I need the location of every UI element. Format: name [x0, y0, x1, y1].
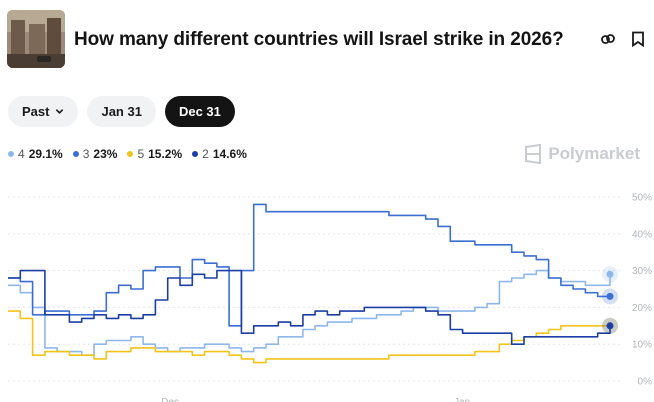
legend-dot [8, 151, 14, 157]
legend-value: 14.6% [212, 147, 247, 161]
y-tick-label: 0% [638, 377, 653, 388]
y-tick-label: 30% [632, 266, 652, 277]
series-line-2 [8, 269, 611, 345]
series-line-5 [8, 310, 610, 364]
probability-chart[interactable]: 50% 40% 30% 20% 10% 0% Dec Jan [0, 180, 654, 402]
filter-jan-31[interactable]: Jan 31 [87, 96, 156, 127]
legend-name: 4 [18, 147, 25, 161]
y-tick-label: 10% [632, 340, 652, 351]
legend-name: 5 [137, 147, 145, 161]
y-tick-label: 50% [632, 193, 652, 204]
x-tick-label: Dec [161, 397, 179, 402]
page-title: How many different countries will Israel… [74, 29, 564, 50]
time-filters: Past Jan 31 Dec 31 [8, 96, 235, 127]
brand-name: Polymarket [548, 144, 640, 163]
series-line-4 [8, 269, 611, 356]
polymarket-logo-icon [525, 144, 542, 164]
polymarket-brand: Polymarket [524, 144, 640, 164]
legend-value: 15.2% [148, 147, 183, 161]
x-tick-label: Jan [454, 397, 470, 402]
legend-value: 29.1% [28, 147, 63, 161]
past-label: Past [22, 104, 50, 119]
y-tick-label: 20% [632, 303, 652, 314]
past-dropdown[interactable]: Past [8, 96, 79, 127]
legend-dot [127, 151, 134, 157]
filter-label: Jan 31 [101, 104, 142, 119]
legend-item: 3 23% [72, 147, 118, 161]
y-tick-label: 40% [632, 229, 652, 240]
market-thumbnail[interactable] [7, 10, 65, 68]
chart-legend: 4 29.1% 3 23% 5 15.2% 2 14.6% [8, 147, 247, 161]
legend-name: 2 [202, 147, 209, 161]
legend-dot [72, 151, 79, 157]
legend-name: 3 [82, 147, 90, 161]
series-end-point-2 [606, 322, 614, 330]
legend-value: 23% [93, 147, 118, 161]
filter-label: Dec 31 [178, 104, 221, 119]
bookmark-icon[interactable] [629, 30, 647, 48]
market-header: How many different countries will Israel… [7, 10, 647, 70]
series-end-point-3 [606, 292, 614, 300]
link-icon[interactable] [599, 30, 617, 48]
series-end-point-4 [606, 270, 614, 278]
legend-item: 4 29.1% [8, 147, 63, 161]
legend-item: 5 15.2% [127, 147, 182, 161]
series-line-3 [8, 203, 610, 327]
legend-dot [192, 151, 199, 157]
filter-dec-31[interactable]: Dec 31 [164, 96, 235, 127]
legend-item: 2 14.6% [192, 147, 247, 161]
chevron-down-icon [56, 109, 64, 114]
